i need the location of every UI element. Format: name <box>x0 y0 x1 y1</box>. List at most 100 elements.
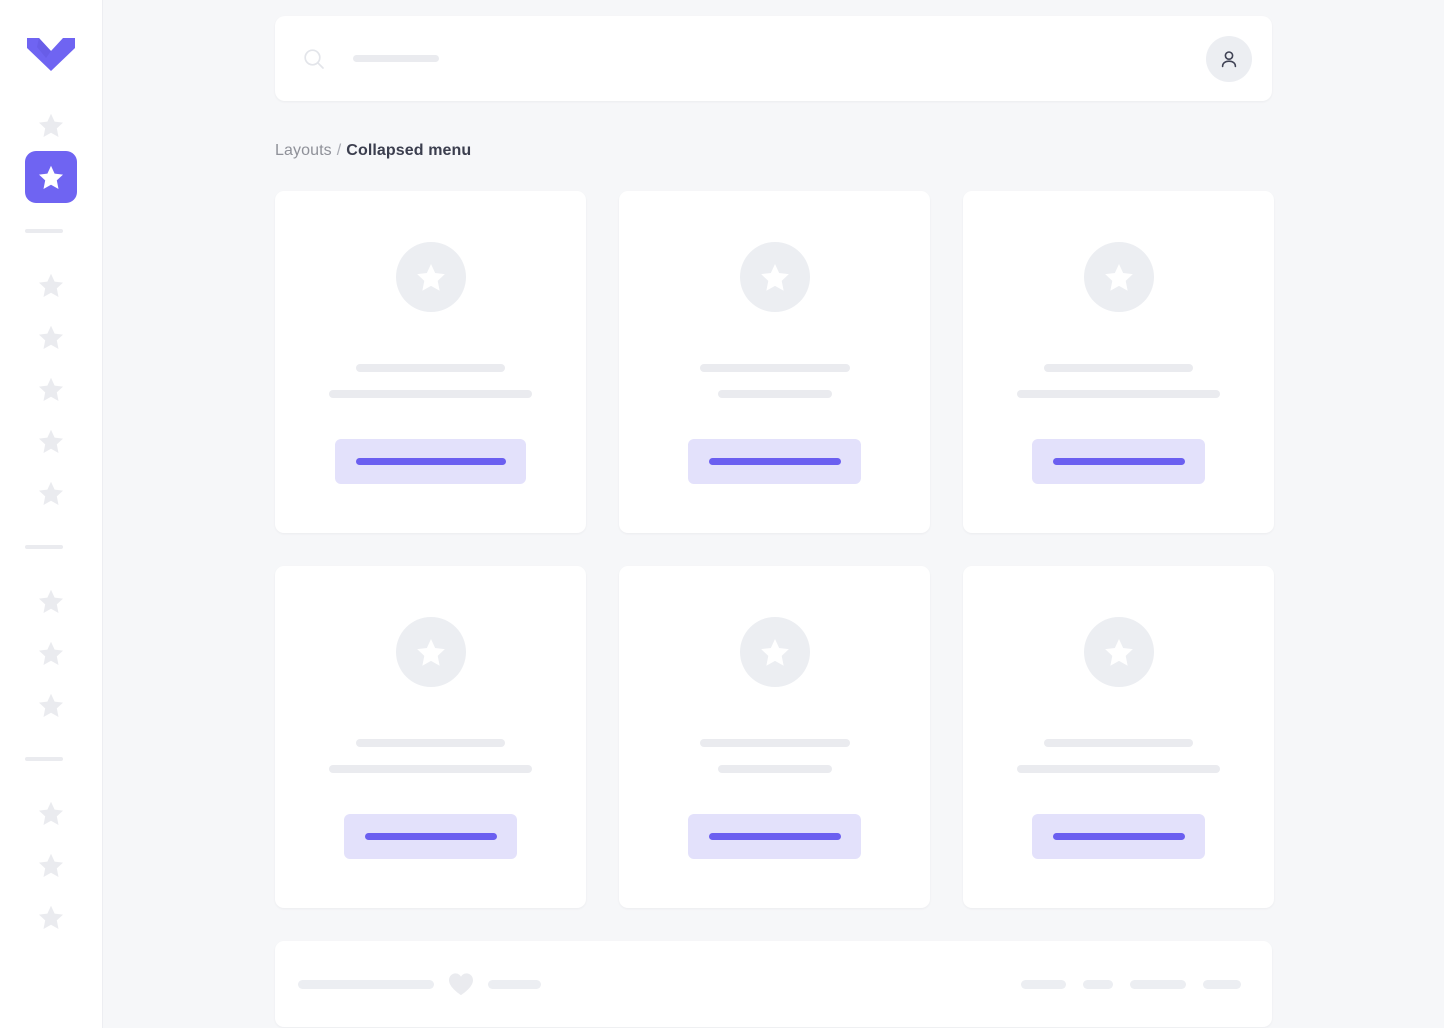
footer-right-skeleton-2 <box>1083 979 1113 989</box>
card-text-skeleton <box>963 364 1274 398</box>
sidebar-item-2-0[interactable] <box>25 575 77 627</box>
breadcrumb-current: Collapsed menu <box>346 142 472 159</box>
star-icon <box>416 638 445 666</box>
avatar[interactable] <box>1206 35 1252 82</box>
card-action-button[interactable] <box>344 814 517 859</box>
card-action-button[interactable] <box>688 439 861 484</box>
sidebar-item-1-3[interactable] <box>25 415 77 467</box>
card-skeleton-line-2 <box>717 765 832 773</box>
star-icon <box>39 429 63 453</box>
card-skeleton-line-2 <box>717 390 832 398</box>
card <box>275 191 586 533</box>
breadcrumb-parent[interactable]: Layouts <box>275 142 332 159</box>
card-skeleton-line-2 <box>1017 765 1220 773</box>
sidebar-item-3-1[interactable] <box>25 839 77 891</box>
footer-right-skeleton-1 <box>1021 979 1066 989</box>
card-avatar <box>739 242 810 312</box>
footer-left-skeleton-3 <box>488 979 541 989</box>
star-icon <box>39 693 63 717</box>
star-icon <box>39 853 63 877</box>
star-icon <box>760 263 789 291</box>
sidebar-divider <box>25 229 63 233</box>
card-action-button[interactable] <box>688 814 861 859</box>
card-text-skeleton <box>963 739 1274 773</box>
footer-right-skeleton-4 <box>1203 979 1241 989</box>
sidebar-divider <box>25 757 63 761</box>
card <box>963 191 1274 533</box>
card-avatar <box>1083 617 1154 687</box>
card-button-label-skeleton <box>1052 458 1185 465</box>
card-avatar <box>395 242 466 312</box>
footer-bar <box>275 941 1272 1027</box>
sidebar-spacer <box>25 731 77 757</box>
card-action-button[interactable] <box>335 439 526 484</box>
card-skeleton-line-1 <box>1044 364 1193 372</box>
sidebar-group <box>25 787 77 943</box>
main-content: Layouts / Collapsed menu <box>103 0 1444 1028</box>
card <box>275 566 586 908</box>
sidebar-group <box>25 575 77 731</box>
card-text-skeleton <box>619 364 930 398</box>
sidebar-divider <box>25 545 63 549</box>
breadcrumb: Layouts / Collapsed menu <box>275 141 1272 161</box>
footer-right-skeleton-3 <box>1130 979 1186 989</box>
sidebar-group <box>25 99 77 203</box>
user-icon <box>1221 50 1237 67</box>
sidebar-item-0-0[interactable] <box>25 99 77 151</box>
sidebar-item-3-2[interactable] <box>25 891 77 943</box>
card-avatar <box>739 617 810 687</box>
card-skeleton-line-1 <box>1044 739 1193 747</box>
chevron-down-logo[interactable] <box>25 34 77 74</box>
sidebar-item-1-0[interactable] <box>25 259 77 311</box>
sidebar-item-0-1-active[interactable] <box>25 151 77 203</box>
card-button-label-skeleton <box>1052 833 1185 840</box>
card-text-skeleton <box>619 739 930 773</box>
sidebar-item-2-1[interactable] <box>25 627 77 679</box>
sidebar-item-1-2[interactable] <box>25 363 77 415</box>
card-avatar <box>1083 242 1154 312</box>
star-icon <box>1104 638 1133 666</box>
sidebar-spacer <box>25 549 77 575</box>
star-icon <box>39 273 63 297</box>
card-action-button[interactable] <box>1032 814 1205 859</box>
card <box>619 566 930 908</box>
sidebar-item-1-4[interactable] <box>25 467 77 519</box>
card-skeleton-line-2 <box>329 390 532 398</box>
sidebar-item-3-0[interactable] <box>25 787 77 839</box>
footer-left-group <box>298 972 541 996</box>
star-icon <box>416 263 445 291</box>
card-skeleton-line-1 <box>356 739 505 747</box>
search-icon[interactable] <box>303 48 325 70</box>
star-icon <box>39 165 63 189</box>
card <box>619 191 930 533</box>
card-button-label-skeleton <box>355 458 506 465</box>
star-icon <box>1104 263 1133 291</box>
card-text-skeleton <box>275 739 586 773</box>
card-button-label-skeleton <box>364 833 497 840</box>
card-skeleton-line-1 <box>699 739 850 747</box>
star-icon <box>39 325 63 349</box>
card-skeleton-line-1 <box>699 364 850 372</box>
heart-icon[interactable] <box>448 972 474 996</box>
sidebar-item-1-1[interactable] <box>25 311 77 363</box>
search-input[interactable] <box>353 55 439 62</box>
card-button-label-skeleton <box>708 458 841 465</box>
star-icon <box>39 377 63 401</box>
sidebar-item-2-2[interactable] <box>25 679 77 731</box>
footer-right-group <box>1021 979 1241 989</box>
star-icon <box>39 641 63 665</box>
sidebar <box>0 0 103 1028</box>
card-text-skeleton <box>275 364 586 398</box>
star-icon <box>39 113 63 137</box>
star-icon <box>39 801 63 825</box>
card-grid <box>275 191 1274 908</box>
star-icon <box>39 905 63 929</box>
card-skeleton-line-1 <box>356 364 505 372</box>
sidebar-nav <box>25 99 77 943</box>
breadcrumb-separator: / <box>336 142 342 159</box>
sidebar-spacer <box>25 761 77 787</box>
star-icon <box>39 481 63 505</box>
card-action-button[interactable] <box>1032 439 1205 484</box>
sidebar-group <box>25 259 77 519</box>
